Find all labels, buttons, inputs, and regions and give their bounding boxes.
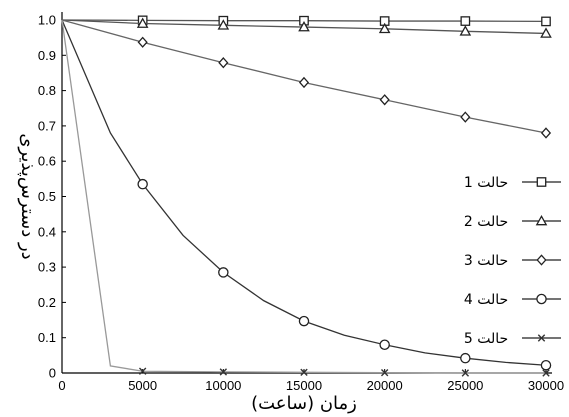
data-point-diamond: [460, 111, 471, 123]
y-tick-label: 0.1: [38, 330, 56, 345]
data-point-circle: [137, 178, 148, 190]
y-tick-label: 0.9: [38, 48, 56, 63]
y-tick-label: 0: [49, 366, 56, 381]
data-point-square: [541, 16, 551, 27]
data-point-diamond: [540, 127, 552, 139]
legend-marker-triangle: [535, 214, 548, 226]
legend-label: حالت 5: [464, 331, 508, 347]
legend-item: حالت 1: [464, 175, 561, 191]
data-point-triangle: [217, 19, 230, 30]
y-tick-label: 0.7: [38, 118, 56, 133]
series-1: [61, 15, 551, 27]
data-point-x: [300, 368, 308, 376]
y-tick-label: 0.2: [38, 295, 56, 310]
x-tick-label: 5000: [128, 378, 157, 393]
legend-item: حالت 2: [464, 214, 561, 230]
data-point-square: [460, 16, 471, 26]
x-tick-label: 0: [58, 378, 65, 393]
data-point-x: [542, 369, 550, 377]
data-point-triangle: [459, 25, 472, 36]
series-line: [61, 19, 546, 374]
legend-item: حالت 3: [464, 253, 561, 269]
x-tick-label: 20000: [367, 378, 403, 393]
series-5: [61, 19, 550, 377]
data-point-diamond: [137, 36, 148, 48]
legend-item: حالت 5: [464, 331, 561, 347]
y-axis-title: در دسترس‌پذیری: [17, 133, 38, 259]
x-tick-labels: 0 5000 10000 15000 20000 25000 30000: [58, 369, 564, 393]
legend-marker-diamond: [536, 254, 547, 266]
data-point-circle: [540, 359, 552, 371]
data-point-circle: [379, 339, 390, 351]
data-point-diamond: [218, 57, 229, 69]
legend-item: حالت 4: [464, 292, 561, 308]
y-tick-label: 0.4: [38, 224, 56, 239]
legend-marker-circle: [536, 293, 547, 305]
data-point-triangle: [540, 27, 552, 38]
legend-marker-x: [537, 334, 546, 342]
data-point-circle: [298, 315, 310, 327]
series-3: [61, 19, 552, 139]
data-point-circle: [218, 267, 229, 278]
legend-label: حالت 4: [464, 292, 508, 308]
data-point-circle: [460, 352, 471, 364]
y-tick-label: 1.0: [38, 13, 56, 28]
series-line: [61, 19, 547, 134]
data-point-triangle: [298, 21, 310, 32]
x-tick-label: 30000: [528, 378, 564, 393]
y-tick-label: 0.5: [38, 189, 56, 204]
y-tick-labels: 0 0.1 0.2 0.3 0.4 0.5 0.6 0.7 0.8 0.9 1.0: [38, 13, 66, 381]
legend: حالت 1 حالت 2 حالت 3 حالت 4 حالت 5: [464, 175, 561, 347]
data-point-triangle: [378, 22, 391, 34]
x-axis-title: زمان (ساعت): [251, 393, 357, 414]
series-line: [61, 19, 547, 366]
y-tick-label: 0.8: [38, 83, 56, 98]
legend-label: حالت 2: [464, 214, 508, 230]
y-tick-label: 0.6: [38, 154, 56, 169]
data-point-x: [461, 369, 470, 377]
legend-label: حالت 1: [464, 175, 508, 191]
data-point-x: [219, 368, 228, 376]
x-tick-label: 15000: [286, 378, 322, 393]
legend-label: حالت 3: [464, 253, 508, 269]
data-point-diamond: [379, 94, 390, 106]
data-point-x: [380, 368, 389, 377]
x-tick-label: 10000: [205, 378, 241, 393]
data-point-x: [138, 367, 147, 375]
data-point-diamond: [298, 76, 310, 89]
legend-marker-square: [536, 177, 547, 187]
series-2: [61, 17, 552, 38]
x-tick-label: 25000: [447, 378, 483, 393]
series-layer: [61, 15, 552, 377]
series-4: [61, 19, 552, 371]
data-point-triangle: [136, 17, 149, 28]
y-tick-label: 0.3: [38, 260, 56, 275]
